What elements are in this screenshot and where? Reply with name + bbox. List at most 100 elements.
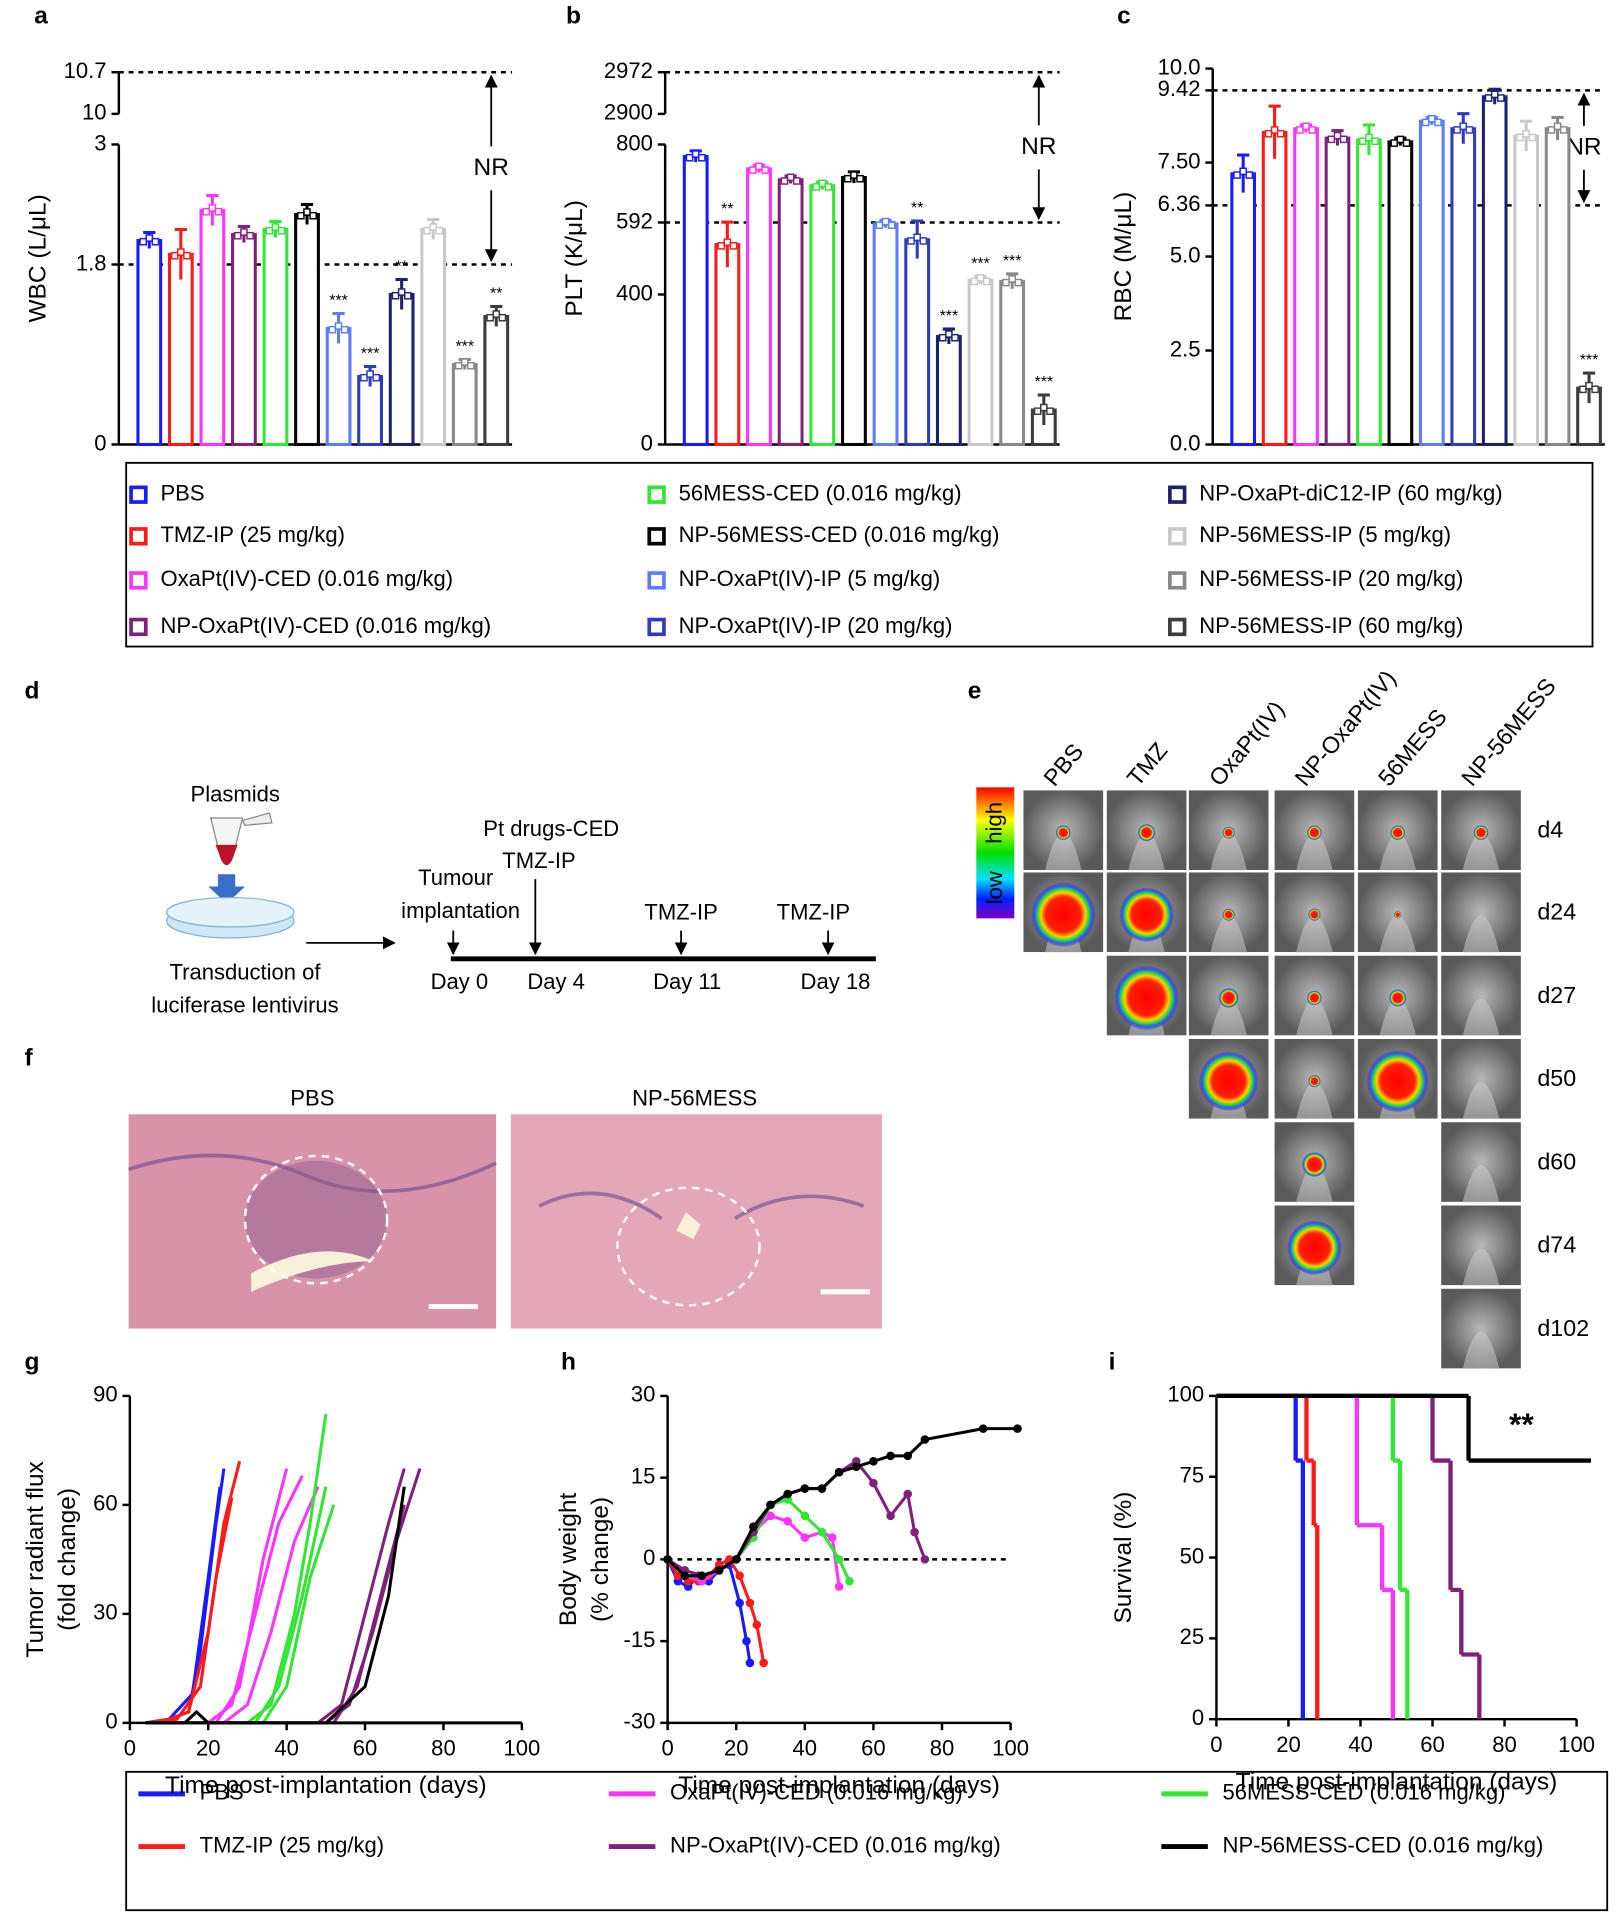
data-dot <box>403 291 412 300</box>
panel-label: c <box>1117 3 1131 30</box>
data-dot <box>761 166 769 174</box>
schematic-label: TMZ-IP <box>644 899 717 924</box>
data-dot <box>309 211 317 220</box>
signal-blob <box>1389 989 1407 1007</box>
y-tick-label: 2972 <box>604 58 653 83</box>
data-point <box>766 1511 775 1521</box>
y-axis-label: Tumor radiant flux <box>22 1461 49 1657</box>
signal-blob <box>1031 882 1096 947</box>
bar <box>809 184 836 447</box>
data-dot <box>1585 381 1593 390</box>
day-label: Day 18 <box>801 969 871 994</box>
data-dot <box>1547 126 1556 134</box>
data-dot <box>1339 135 1348 144</box>
legend-label: OxaPt(IV)-CED (0.016 mg/kg) <box>160 566 453 591</box>
data-point <box>800 1484 810 1493</box>
data-dot <box>1270 126 1279 134</box>
data-dot <box>919 237 928 245</box>
bar <box>294 212 320 447</box>
x-tick-label: 80 <box>431 1736 456 1761</box>
day-label: d4 <box>1537 817 1563 843</box>
bar <box>777 178 804 447</box>
data-dot <box>423 226 431 235</box>
legend-box <box>125 1770 1609 1912</box>
data-dot <box>1233 171 1241 179</box>
series-line <box>145 1486 320 1725</box>
y-tick-label: 800 <box>616 130 653 155</box>
x-tick-label: 60 <box>1420 1732 1445 1757</box>
x-tick-label: 0 <box>1210 1732 1222 1757</box>
legend-marker <box>647 617 666 637</box>
data-dot <box>1579 385 1587 394</box>
series-line <box>145 1497 234 1725</box>
significance: *** <box>329 292 348 309</box>
significance: *** <box>455 338 474 355</box>
group-label: 56MESS <box>1373 704 1452 791</box>
schematic-label: TMZ-IP <box>777 899 850 924</box>
data-dot <box>1008 275 1016 283</box>
bar <box>1513 134 1539 447</box>
data-dot <box>856 174 864 183</box>
data-dot <box>938 333 947 342</box>
data-dot <box>970 277 979 286</box>
data-point <box>731 1555 741 1564</box>
data-dot <box>1553 122 1562 131</box>
tube-liquid <box>215 844 238 866</box>
signal-blob <box>1367 1050 1429 1112</box>
schematic-label: luciferase lentivirus <box>151 992 338 1017</box>
dish-icon <box>165 896 295 928</box>
data-dot <box>366 370 374 378</box>
data-dot <box>1528 133 1537 142</box>
x-tick-label: 40 <box>274 1736 299 1761</box>
data-dot <box>945 330 953 338</box>
data-dot <box>907 237 915 245</box>
data-dot <box>202 207 211 216</box>
bar <box>451 362 478 447</box>
significance: *** <box>940 308 959 325</box>
y-tick-label: 0 <box>94 430 106 455</box>
series-line <box>145 1468 422 1725</box>
data-dot <box>460 358 469 366</box>
mouse-outline <box>1210 998 1248 1036</box>
bar <box>357 374 383 447</box>
legend-marker <box>1168 617 1187 637</box>
bar <box>1481 95 1508 447</box>
data-dot <box>1390 139 1399 147</box>
y-tick-label: 10 <box>82 100 107 125</box>
data-point <box>903 1451 913 1461</box>
bar <box>262 227 289 447</box>
y-tick-label: 15 <box>631 1463 656 1488</box>
legend-label: NP-56MESS-CED (0.016 mg/kg) <box>1223 1832 1544 1857</box>
y-tick-label: 7.50 <box>1158 148 1201 173</box>
signal-blob <box>1218 988 1239 1008</box>
legend-label: TMZ-IP (25 mg/kg) <box>160 522 344 547</box>
signal-blob <box>1308 908 1321 921</box>
bar <box>483 314 510 447</box>
legend-label: NP-OxaPt(IV)-CED (0.016 mg/kg) <box>670 1832 1001 1857</box>
data-dot <box>177 248 185 256</box>
significance: *** <box>1580 352 1599 369</box>
legend-label: NP-56MESS-CED (0.016 mg/kg) <box>679 522 1000 547</box>
mouse-outline <box>1210 915 1248 953</box>
data-dot <box>1365 133 1373 142</box>
schematic: Plasmids Transduction of luciferase lent… <box>151 782 876 1017</box>
y-tick-label: 2900 <box>604 100 653 125</box>
data-dot <box>1490 90 1499 99</box>
dashed-outline <box>616 1186 761 1307</box>
data-dot <box>214 207 223 216</box>
data-dot <box>1040 403 1048 412</box>
signal-blob <box>1307 990 1322 1006</box>
signal-blob <box>1055 825 1071 840</box>
signal-blob <box>1222 826 1235 839</box>
y-axis-label: Body weight <box>555 1493 582 1627</box>
day-label: d102 <box>1537 1315 1589 1341</box>
mouse-outline <box>1462 1331 1500 1369</box>
mouse-outline <box>1296 1081 1333 1120</box>
y-tick-label: 1.8 <box>76 250 107 275</box>
legend-marker <box>1168 571 1187 590</box>
tissue-feature <box>251 1251 374 1292</box>
bar <box>1293 127 1319 447</box>
data-dot <box>1033 407 1042 416</box>
data-dot <box>976 273 985 282</box>
